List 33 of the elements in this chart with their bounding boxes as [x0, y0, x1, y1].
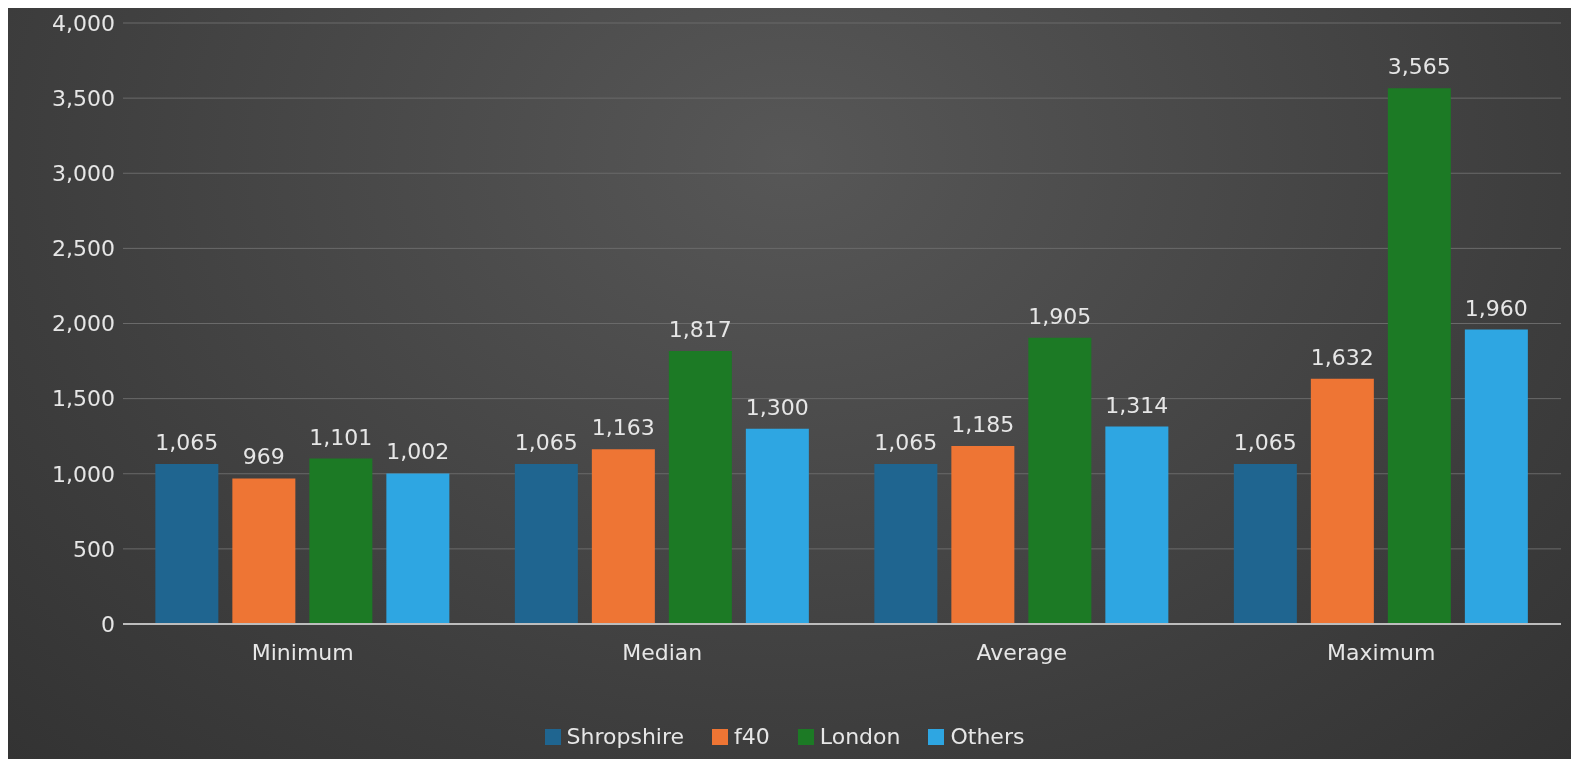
y-tick-label: 3,500 [52, 85, 115, 111]
data-label: 1,065 [514, 429, 578, 455]
data-label: 1,300 [745, 394, 809, 420]
y-tick-label: 500 [73, 536, 115, 562]
y-tick-label: 0 [101, 611, 115, 637]
x-tick-label: Minimum [251, 639, 354, 665]
legend-label: London [818, 724, 901, 749]
data-label: 969 [242, 444, 285, 470]
data-label: 1,314 [1105, 392, 1169, 418]
y-tick-label: 2,500 [52, 236, 115, 262]
data-label: 1,905 [1028, 303, 1092, 329]
data-label: 1,065 [1233, 429, 1297, 455]
legend-label: f40 [733, 724, 770, 749]
y-tick-label: 2,000 [52, 311, 115, 337]
data-label: 1,065 [874, 429, 938, 455]
y-tick-label: 4,000 [52, 10, 115, 36]
x-tick-label: Average [976, 639, 1067, 665]
data-label: 3,565 [1387, 54, 1451, 80]
x-tick-label: Maximum [1327, 639, 1436, 665]
data-label: 1,002 [386, 439, 450, 465]
y-tick-label: 1,000 [52, 461, 115, 487]
legend-label: Others [949, 724, 1025, 749]
y-tick-label: 3,000 [52, 161, 115, 187]
data-label: 1,163 [591, 415, 655, 441]
y-tick-label: 1,500 [52, 386, 115, 412]
data-label: 1,065 [155, 429, 219, 455]
legend-label: Shropshire [565, 724, 685, 749]
data-label: 1,817 [668, 317, 732, 342]
data-label: 1,632 [1310, 344, 1374, 370]
data-label: 1,101 [309, 424, 373, 450]
data-label: 1,960 [1464, 295, 1528, 321]
x-tick-label: Median [622, 639, 703, 665]
data-label: 1,185 [951, 411, 1015, 437]
